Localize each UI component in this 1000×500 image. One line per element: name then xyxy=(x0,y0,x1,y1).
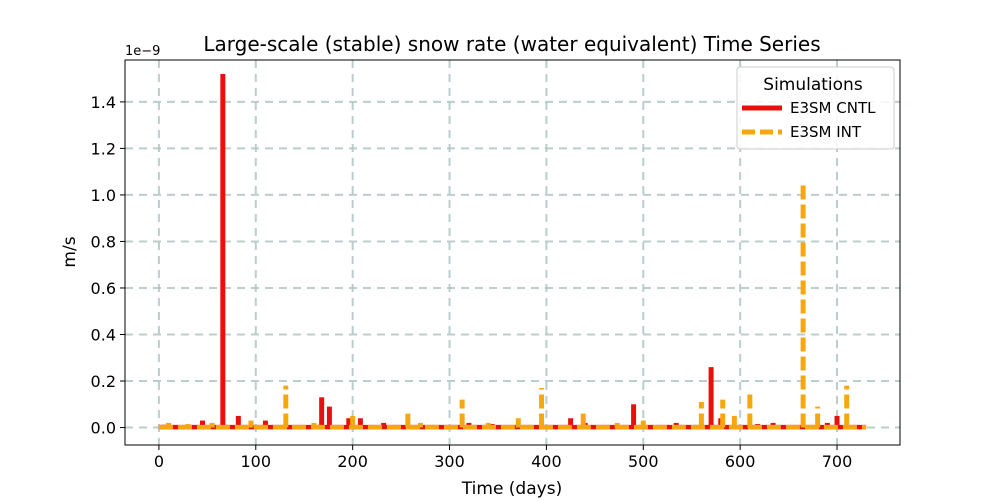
legend: Simulations E3SM CNTL E3SM INT xyxy=(736,66,895,150)
legend-label-e3sm-cntl: E3SM CNTL xyxy=(790,99,876,117)
plot-frame xyxy=(124,59,901,446)
x-tick-label: 500 xyxy=(628,452,659,471)
x-tick-label: 400 xyxy=(531,452,562,471)
y-tick-label: 1.2 xyxy=(91,139,116,158)
x-tick-label: 700 xyxy=(822,452,853,471)
x-tick-label: 200 xyxy=(337,452,368,471)
x-tick-label: 0 xyxy=(154,452,164,471)
chart-title: Large-scale (stable) snow rate (water eq… xyxy=(203,32,820,56)
tick-layer: 0 100 200 300 400 500 600 700 0.0 0.2 0.4 0.6 0.8 1.0… xyxy=(91,93,853,471)
y-tick-label: 0.2 xyxy=(91,372,116,391)
x-tick-label: 100 xyxy=(241,452,272,471)
y-tick-label: 1.4 xyxy=(91,93,116,112)
y-tick-label: 0.0 xyxy=(91,419,116,438)
x-tick-label: 300 xyxy=(434,452,465,471)
y-tick-label: 1.0 xyxy=(91,186,116,205)
legend-box xyxy=(736,66,895,150)
series-layer xyxy=(158,73,867,430)
legend-label-e3sm-int: E3SM INT xyxy=(790,123,862,141)
y-tick-label: 0.4 xyxy=(91,326,116,345)
y-tick-label: 0.6 xyxy=(91,279,116,298)
y-axis-label: m/s xyxy=(60,236,80,267)
x-tick-label: 600 xyxy=(725,452,756,471)
legend-title: Simulations xyxy=(763,75,863,95)
x-axis-label: Time (days) xyxy=(461,479,562,499)
y-offset-label: 1e−9 xyxy=(125,44,160,59)
y-tick-label: 0.8 xyxy=(91,232,116,251)
